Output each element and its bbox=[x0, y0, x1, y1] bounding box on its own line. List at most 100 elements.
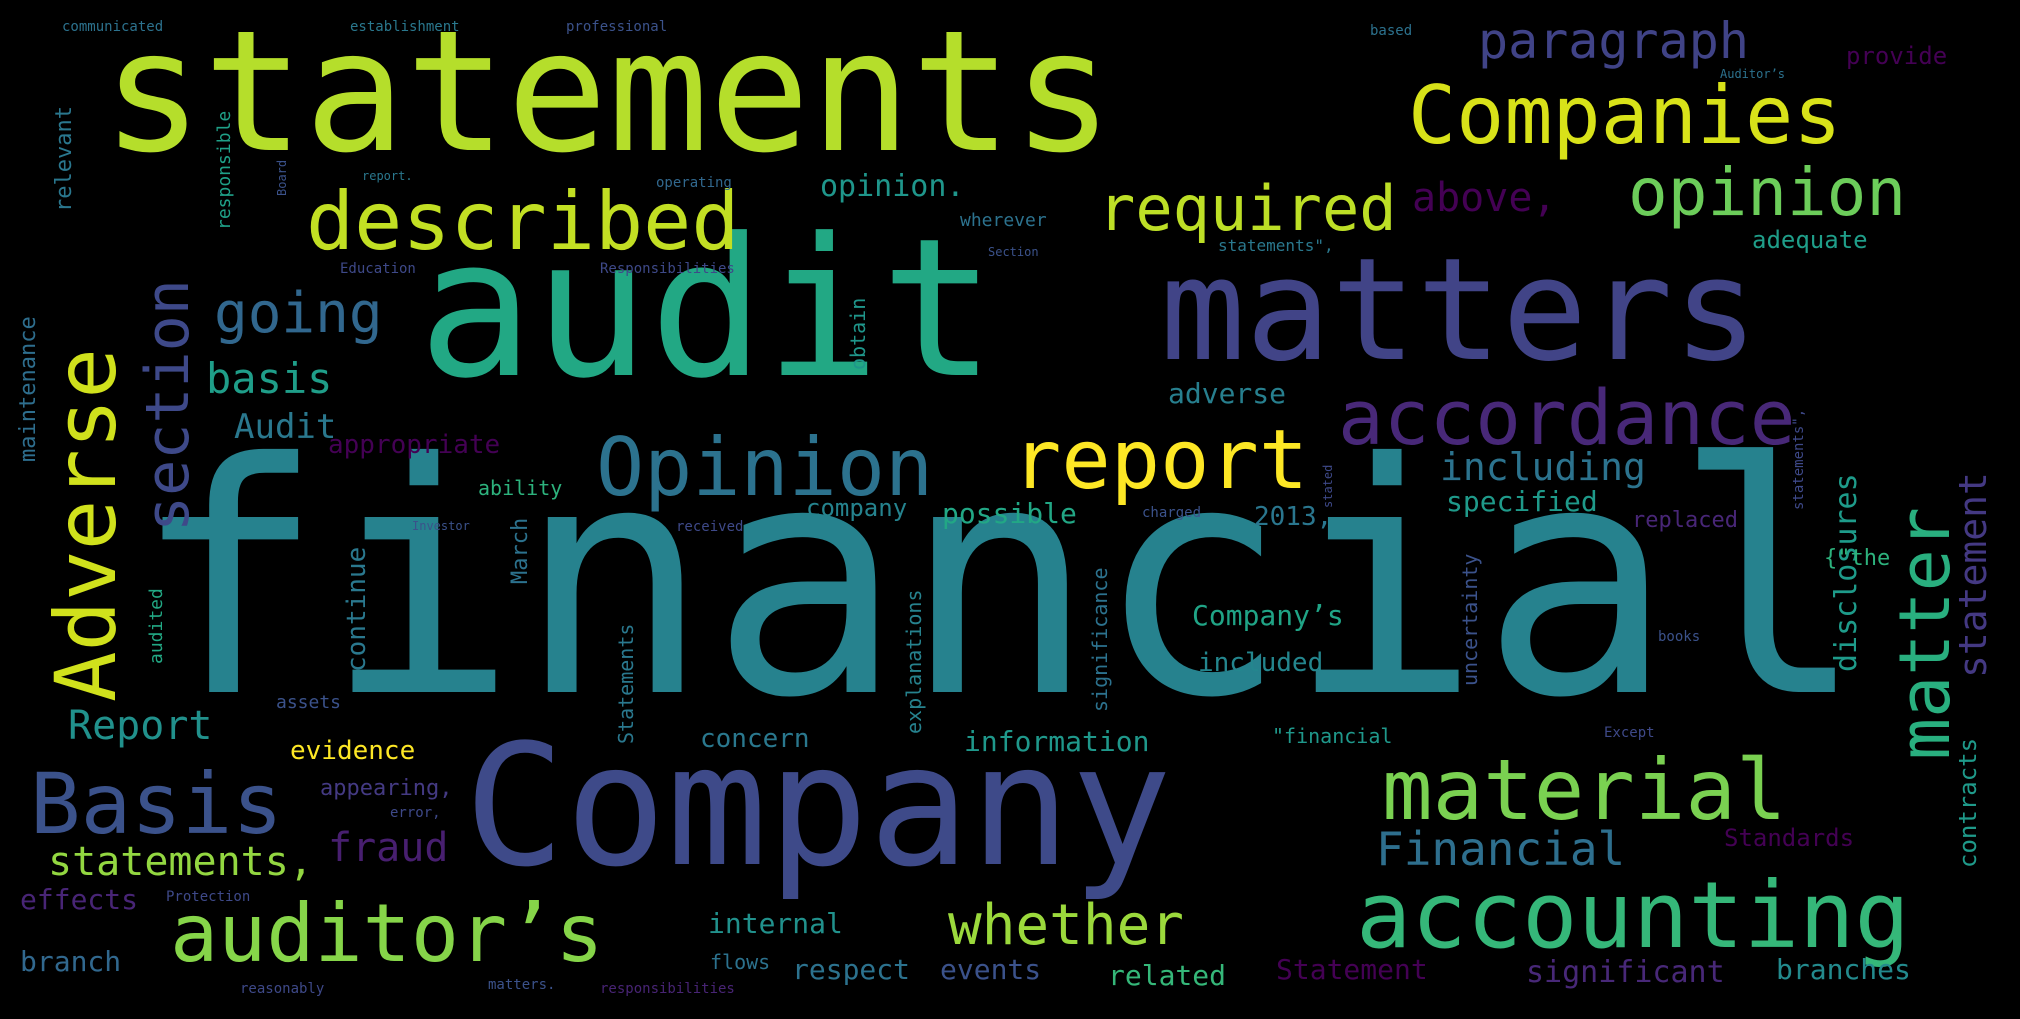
word-basis: basis bbox=[206, 354, 333, 403]
word-report-cap: Report bbox=[68, 703, 213, 749]
word-explanations: explanations bbox=[902, 589, 926, 735]
word-report-dot: report. bbox=[362, 169, 413, 183]
word-audited: audited bbox=[146, 588, 167, 664]
word-related: related bbox=[1108, 959, 1227, 992]
word-described: described bbox=[306, 175, 740, 268]
word-reasonably: reasonably bbox=[240, 981, 325, 997]
word-opinion-dot: opinion. bbox=[820, 169, 965, 204]
word-adequate: adequate bbox=[1752, 226, 1868, 254]
word-company-lc: company bbox=[806, 494, 908, 522]
word-required: required bbox=[1098, 172, 1397, 245]
word-evidence: evidence bbox=[290, 736, 416, 766]
word-contracts: contracts bbox=[1954, 737, 1982, 868]
word-accordance: accordance bbox=[1338, 373, 1796, 462]
word-except: Except bbox=[1604, 725, 1655, 741]
word-paragraph: paragraph bbox=[1478, 12, 1749, 70]
word-ability: ability bbox=[478, 476, 563, 500]
word-standards: Standards bbox=[1724, 824, 1855, 852]
word-adverse-cap: Adverse bbox=[37, 347, 135, 702]
word-based: based bbox=[1370, 23, 1413, 39]
word-received: received bbox=[676, 519, 744, 535]
word-material: material bbox=[1382, 741, 1787, 839]
word-flows: flows bbox=[710, 950, 771, 974]
word-above: above, bbox=[1412, 175, 1557, 221]
word-protection: Protection bbox=[166, 889, 251, 905]
word-effects: effects bbox=[20, 883, 139, 916]
word-accounting: accounting bbox=[1356, 862, 1910, 969]
word-branches: branches bbox=[1776, 953, 1911, 986]
word-adverse: adverse bbox=[1168, 377, 1287, 410]
word-significant: significant bbox=[1526, 955, 1725, 990]
word-significance: significance bbox=[1088, 567, 1112, 713]
word-company: Company bbox=[464, 708, 1173, 904]
word-disclosures: disclosures bbox=[1829, 473, 1864, 672]
word-march: March bbox=[508, 517, 533, 584]
word-obtain: obtain bbox=[846, 297, 870, 370]
word-companies: Companies bbox=[1408, 69, 1842, 162]
word-auditors: auditor’s bbox=[170, 887, 604, 980]
word-auditors-cap: Auditor’s bbox=[1720, 67, 1786, 81]
word-branch: branch bbox=[20, 945, 122, 978]
word-establishment: establishment bbox=[350, 19, 460, 35]
word-opinion-cap: Opinion bbox=[596, 421, 934, 514]
word-information: information bbox=[964, 725, 1150, 758]
word-responsibilities-cap: Responsibilities bbox=[600, 261, 735, 277]
word-financial: financial bbox=[132, 396, 1866, 768]
word-section-cap: Section bbox=[988, 245, 1039, 259]
word-responsible: responsible bbox=[214, 110, 235, 230]
word-charged: charged bbox=[1142, 505, 1202, 521]
word-respect: respect bbox=[792, 953, 911, 986]
word-operating: operating bbox=[656, 175, 732, 191]
word-opinion: opinion bbox=[1628, 154, 1907, 231]
word-statements-quoted: statements", bbox=[1218, 236, 1334, 255]
word-2013: 2013, bbox=[1254, 502, 1333, 532]
word-maintenance: maintenance bbox=[16, 316, 41, 462]
word-audit: audit bbox=[418, 198, 996, 421]
word-companys: Company’s bbox=[1192, 599, 1344, 632]
word-statement: statement bbox=[1951, 472, 1995, 678]
word-financial-quoted: "financial bbox=[1272, 724, 1393, 748]
word-matter: matter bbox=[1884, 507, 1966, 760]
word-basis-cap: Basis bbox=[30, 755, 283, 853]
word-books: books bbox=[1658, 629, 1701, 645]
word-possible: possible bbox=[942, 497, 1077, 530]
word-specified: specified bbox=[1446, 485, 1598, 518]
word-appropriate: appropriate bbox=[328, 430, 501, 460]
word-professional: professional bbox=[566, 19, 668, 35]
word-statements-quoted-v: statements", bbox=[1791, 408, 1807, 510]
word-fraud: fraud bbox=[328, 825, 449, 871]
word-appearing: appearing, bbox=[320, 776, 453, 801]
word-assets: assets bbox=[276, 692, 342, 713]
word-matters: matters bbox=[1160, 228, 1759, 393]
word-communicated: communicated bbox=[62, 19, 164, 35]
word-whether: whether bbox=[948, 893, 1185, 958]
word-audit-cap: Audit bbox=[234, 407, 337, 447]
word-section: section bbox=[133, 279, 203, 532]
word-internal: internal bbox=[708, 907, 843, 940]
word-statements-comma: statements, bbox=[48, 839, 313, 885]
word-included: included bbox=[1198, 648, 1324, 678]
word-education: Education bbox=[340, 261, 416, 277]
word-the-quoted: {"the bbox=[1824, 546, 1891, 571]
word-relevant: relevant bbox=[52, 106, 77, 212]
word-concern: concern bbox=[700, 724, 810, 754]
word-matters-dot: matters. bbox=[488, 977, 556, 993]
word-investor: Investor bbox=[412, 519, 470, 533]
word-continue: continue bbox=[342, 546, 372, 672]
word-report: report bbox=[1012, 413, 1309, 508]
word-wherever: wherever bbox=[960, 210, 1047, 231]
word-statements: statements bbox=[102, 0, 1114, 190]
word-error: error, bbox=[390, 805, 441, 821]
word-statements-cap: Statements bbox=[614, 623, 638, 744]
word-responsibilities: responsibilities bbox=[600, 981, 735, 997]
word-going: going bbox=[214, 281, 383, 346]
word-board: Board bbox=[275, 159, 289, 196]
word-statement-cap: Statement bbox=[1276, 953, 1428, 986]
word-events: events bbox=[940, 953, 1042, 986]
word-uncertainty: uncertainty bbox=[1458, 553, 1482, 686]
word-including: including bbox=[1440, 445, 1646, 489]
word-financial-cap: Financial bbox=[1376, 822, 1626, 876]
word-provide: provide bbox=[1846, 42, 1948, 70]
word-replaced: replaced bbox=[1632, 508, 1738, 533]
